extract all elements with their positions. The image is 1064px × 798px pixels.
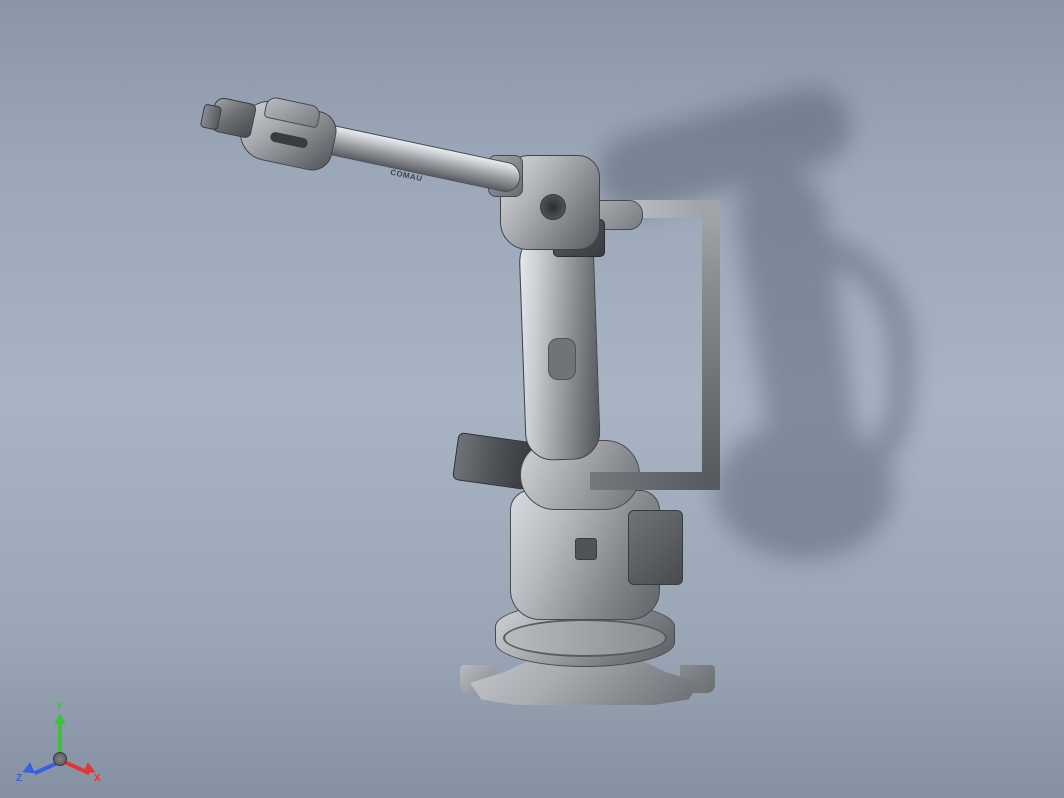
x-axis-label: X — [94, 773, 101, 784]
counterweight-linkage — [590, 200, 720, 490]
z-axis-arrow — [20, 762, 35, 777]
axis-origin-sphere — [53, 752, 67, 766]
y-axis-arrow — [54, 713, 66, 724]
z-axis-label: Z — [16, 773, 22, 784]
elbow-pivot-hole — [540, 194, 566, 220]
y-axis-label: Y — [56, 701, 63, 712]
arm-recess — [548, 338, 576, 380]
cad-viewport[interactable]: COMAU Y X Z — [0, 0, 1064, 798]
panel-detail — [575, 538, 597, 560]
robot-arm-model[interactable]: COMAU — [210, 105, 770, 705]
y-axis-line — [58, 721, 62, 755]
turntable-ring — [503, 619, 667, 657]
coordinate-axis-triad[interactable]: Y X Z — [22, 708, 94, 780]
base-motor — [628, 510, 683, 585]
